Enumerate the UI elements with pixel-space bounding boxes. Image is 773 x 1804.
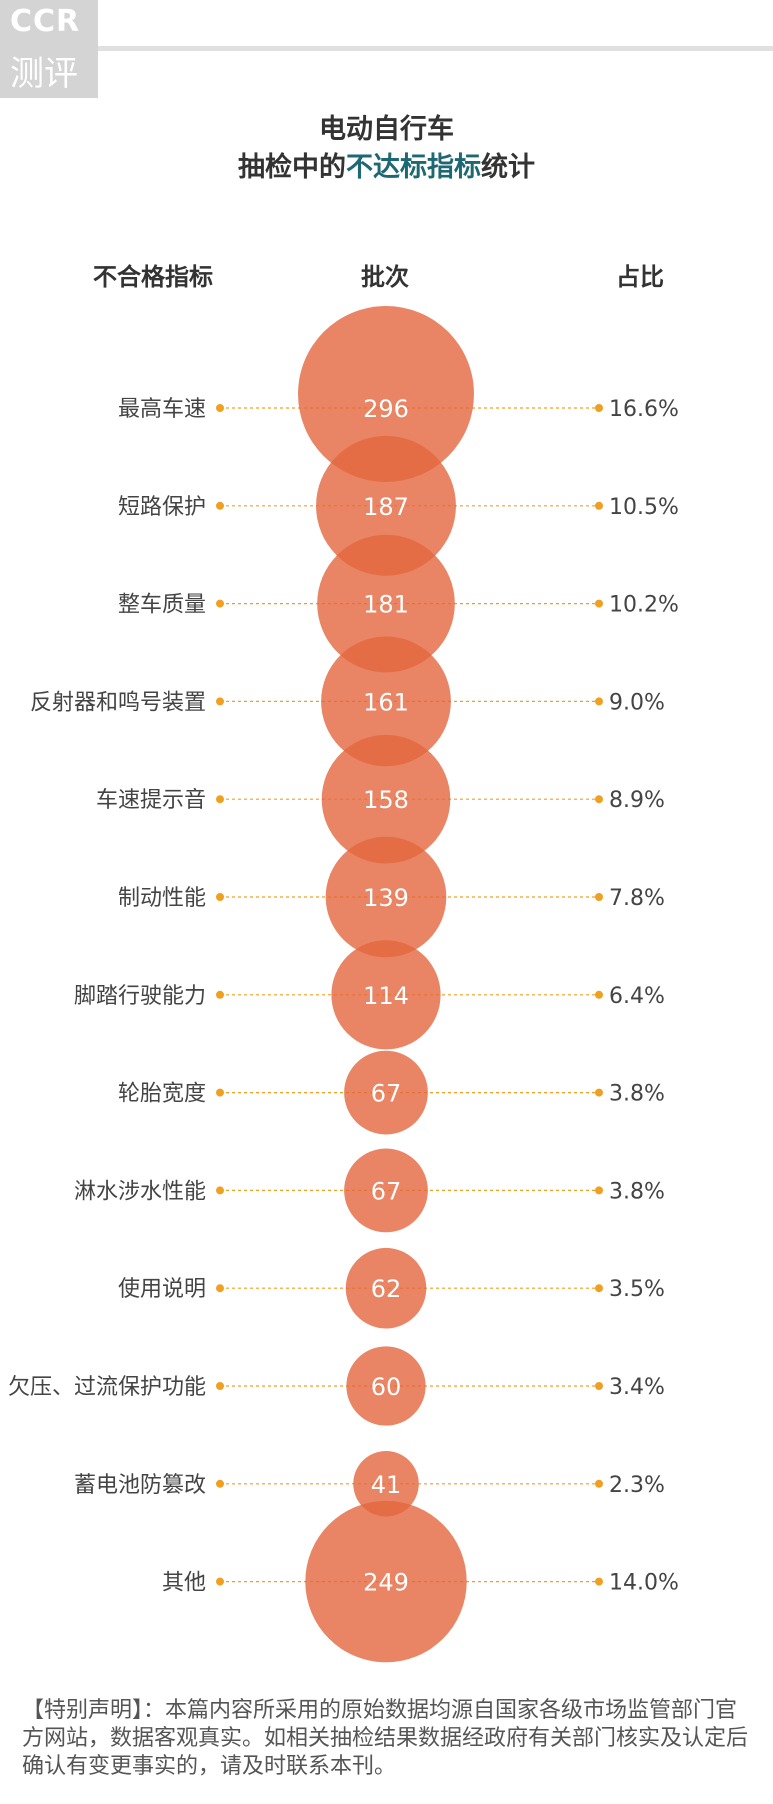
category-label: 制动性能 (118, 886, 206, 911)
leader-dot-right (595, 599, 603, 608)
chart-title-line2: 抽检中的不达标指标统计 (0, 145, 773, 184)
column-header-share: 占比 (616, 263, 664, 291)
leader-dot-right (595, 1088, 603, 1097)
title-prefix: 抽检中的 (238, 152, 346, 183)
bubble (321, 734, 451, 864)
category-label: 车速提示音 (96, 788, 206, 813)
logo-line2: 测评 (10, 54, 78, 94)
bubble (344, 1050, 428, 1135)
category-label: 轮胎宽度 (118, 1082, 206, 1107)
value-label: 67 (371, 1177, 402, 1205)
bubble (298, 306, 474, 482)
leader-dot-right (595, 1479, 603, 1488)
category-label: 整车质量 (118, 593, 206, 618)
category-label: 淋水涉水性能 (74, 1179, 206, 1204)
category-label: 反射器和鸣号装置 (30, 690, 206, 715)
category-label: 最高车速 (118, 397, 206, 422)
title-suffix: 统计 (481, 152, 535, 183)
value-label: 41 (371, 1471, 402, 1499)
bubble (321, 636, 451, 767)
share-label: 8.9% (609, 788, 665, 813)
leader-dot-right (595, 1577, 603, 1586)
chart-title-line1: 电动自行车 (319, 114, 454, 145)
bubble (346, 1346, 426, 1426)
share-label: 16.6% (609, 397, 679, 422)
value-label: 161 (363, 688, 409, 716)
share-label: 3.8% (609, 1179, 665, 1204)
value-label: 187 (363, 493, 409, 521)
share-label: 2.3% (609, 1473, 665, 1498)
share-label: 6.4% (609, 984, 665, 1009)
disclaimer-note: 【特别声明】：本篇内容所采用的原始数据均源自国家各级市场监管部门官方网站，数据客… (22, 1698, 749, 1779)
bubble (331, 940, 441, 1050)
share-label: 3.8% (609, 1082, 665, 1107)
category-label: 使用说明 (118, 1277, 206, 1302)
share-label: 10.2% (609, 593, 679, 618)
value-label: 60 (371, 1373, 402, 1401)
value-label: 181 (363, 591, 409, 619)
title-highlight: 不达标指标 (346, 152, 481, 183)
category-label: 短路保护 (118, 495, 206, 520)
share-label: 10.5% (609, 495, 679, 520)
value-label: 296 (363, 395, 409, 423)
share-label: 14.0% (609, 1571, 679, 1596)
leader-dot-right (595, 697, 603, 706)
category-label: 脚踏行驶能力 (74, 984, 206, 1009)
value-label: 249 (363, 1569, 409, 1597)
bubble (316, 435, 456, 576)
column-header-count: 批次 (361, 263, 409, 291)
value-label: 158 (363, 786, 409, 814)
category-label: 欠压、过流保护功能 (8, 1375, 206, 1400)
value-label: 67 (371, 1080, 402, 1108)
bubble (344, 1148, 428, 1233)
leader-dot-right (595, 1186, 603, 1195)
leader-dot-right (595, 893, 603, 901)
column-header-item: 不合格指标 (93, 263, 213, 291)
category-label: 蓄电池防篡改 (74, 1473, 206, 1498)
share-label: 9.0% (609, 690, 665, 715)
share-label: 3.4% (609, 1375, 665, 1400)
bubble (345, 1247, 427, 1329)
logo-line1: CCR (10, 4, 81, 39)
bubble (353, 1451, 419, 1517)
category-label: 其他 (162, 1571, 206, 1596)
share-label: 7.8% (609, 886, 665, 911)
leader-dot-right (595, 1382, 603, 1390)
header-rule (98, 46, 773, 51)
leader-dot-right (595, 795, 603, 804)
bubble (325, 836, 447, 958)
bubble (317, 534, 455, 673)
ccr-logo: CCR 测评 (0, 0, 98, 98)
value-label: 114 (363, 982, 409, 1010)
bubble (305, 1500, 467, 1663)
leader-dot-right (595, 404, 603, 412)
leader-dot-right (595, 1284, 603, 1293)
leader-dot-right (595, 990, 603, 999)
share-label: 3.5% (609, 1277, 665, 1302)
value-label: 139 (363, 884, 409, 912)
value-label: 62 (371, 1275, 402, 1303)
leader-dot-right (595, 501, 603, 510)
